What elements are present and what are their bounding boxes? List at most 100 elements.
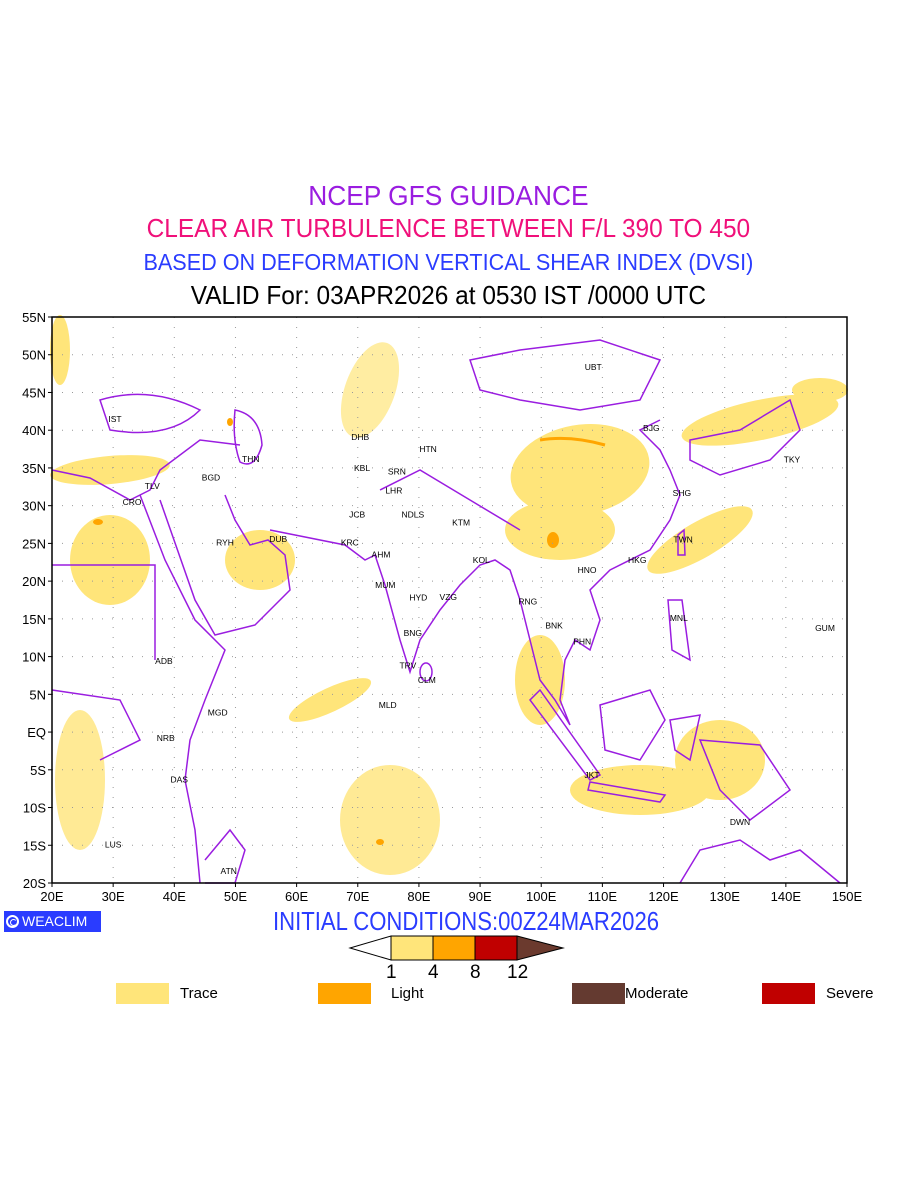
city-label-ndls: NDLS (401, 510, 424, 520)
legend-swatch-trace (116, 983, 169, 1004)
legend-label-severe: Severe (826, 985, 874, 1002)
lat-tick-label: 15S (23, 838, 46, 853)
city-label-dub: DUB (269, 534, 287, 544)
city-label-nrb: NRB (157, 733, 175, 743)
colorbar-bin-1-4 (390, 935, 434, 961)
legend-label-moderate: Moderate (625, 985, 689, 1002)
lon-tick-label: 90E (469, 889, 492, 904)
city-label-gum: GUM (815, 623, 835, 633)
city-label-kbl: KBL (354, 463, 370, 473)
colorbar-below-min (348, 935, 392, 961)
lat-tick-label: 5N (29, 687, 46, 702)
city-label-bjg: BJG (643, 423, 660, 433)
city-label-clm: CLM (418, 675, 436, 685)
light-turbulence-areas (93, 418, 606, 845)
city-label-hno: HNO (578, 565, 597, 575)
legend-label-trace: Trace (180, 985, 218, 1002)
city-label-dwn: DWN (730, 817, 750, 827)
lon-tick-label: 60E (285, 889, 308, 904)
lon-tick-label: 120E (648, 889, 679, 904)
legend-swatch-severe (762, 983, 815, 1004)
city-label-kol: KOL (473, 555, 490, 565)
city-labels: UBT BJG TKY SHG TWN HKG HNO RNG BNK PHN MNL GUM IST T… (105, 362, 835, 876)
legend-label-light: Light (391, 985, 424, 1002)
lon-tick-label: 150E (832, 889, 863, 904)
city-label-shg: SHG (673, 488, 691, 498)
lon-tick-label: 110E (588, 889, 618, 904)
city-label-mgd: MGD (208, 707, 228, 717)
lat-tick-label: 10N (22, 650, 46, 665)
city-label-das: DAS (170, 775, 188, 785)
colorbar-bin-8-12 (474, 935, 518, 961)
lat-tick-label: 10S (23, 801, 46, 816)
lon-tick-label: 130E (710, 889, 741, 904)
city-label-phn: PHN (573, 637, 591, 647)
city-label-lhr: LHR (385, 486, 402, 496)
city-label-dhb: DHB (351, 432, 369, 442)
lon-tick-label: 40E (163, 889, 186, 904)
brand-label: WEACLIM (22, 913, 88, 929)
city-label-atn: ATN (221, 866, 237, 876)
city-label-ist: IST (108, 414, 121, 424)
city-label-twn: TWN (673, 535, 692, 545)
city-label-jcb: JCB (349, 510, 365, 520)
colorbar-label: 1 (386, 962, 397, 983)
city-label-hkg: HKG (628, 555, 646, 565)
city-label-lus: LUS (105, 840, 122, 850)
axis-ticks: 20E 30E 40E 50E 60E 70E 80E 90E 100E 110E 120E 130E… (22, 310, 862, 904)
lon-tick-label: 140E (771, 889, 802, 904)
city-label-tky: TKY (784, 455, 801, 465)
lon-tick-label: 30E (102, 889, 125, 904)
colorbar-label: 4 (428, 962, 439, 983)
lat-tick-label: 25N (22, 536, 46, 551)
lon-tick-label: 100E (526, 889, 557, 904)
city-label-bgd: BGD (202, 473, 220, 483)
lat-tick-label: 55N (22, 310, 46, 325)
city-label-bng: BNG (404, 628, 422, 638)
lat-tick-label: 50N (22, 348, 46, 363)
lat-tick-label: 20N (22, 574, 46, 589)
city-label-ktm: KTM (452, 517, 470, 527)
city-label-ubt: UBT (585, 362, 602, 372)
lon-tick-label: 80E (407, 889, 430, 904)
city-label-rng: RNG (518, 597, 537, 607)
city-label-trv: TRV (399, 661, 416, 671)
city-label-ryh: RYH (216, 538, 234, 548)
coastlines (51, 339, 841, 884)
city-label-ahm: AHM (372, 550, 391, 560)
city-label-cro: CRO (123, 497, 142, 507)
city-label-htn: HTN (419, 444, 436, 454)
lat-tick-label: 20S (23, 876, 46, 891)
colorbar-bin-4-8 (432, 935, 476, 961)
title-product: CLEAR AIR TURBULENCE BETWEEN F/L 390 TO … (146, 213, 751, 243)
lon-tick-label: 20E (40, 889, 63, 904)
weaclim-logo: WEACLIM (4, 911, 101, 932)
lat-tick-label: 40N (22, 423, 46, 438)
lat-tick-label: 30N (22, 499, 46, 514)
city-label-srn: SRN (388, 467, 406, 477)
initial-conditions: INITIAL CONDITIONS:00Z24MAR2026 (273, 906, 660, 936)
lat-tick-label: EQ (27, 725, 46, 740)
lat-tick-label: 5S (30, 763, 46, 778)
colorbar-label: 12 (507, 962, 529, 983)
legend-swatch-moderate (572, 983, 625, 1004)
city-label-bnk: BNK (545, 621, 563, 631)
title-method: BASED ON DEFORMATION VERTICAL SHEAR INDE… (143, 249, 754, 275)
lat-tick-label: 35N (22, 461, 46, 476)
city-label-tlv: TLV (145, 481, 160, 491)
lat-tick-label: 15N (22, 612, 46, 627)
city-label-mld: MLD (379, 700, 397, 710)
lat-tick-label: 45N (22, 385, 46, 400)
city-label-adb: ADB (155, 656, 173, 666)
title-valid-time: VALID For: 03APR2026 at 0530 IST /0000 U… (190, 280, 707, 310)
colorbar-above-max (516, 935, 565, 961)
title-agency: NCEP GFS GUIDANCE (308, 180, 589, 211)
map-frame (51, 316, 848, 884)
city-label-krc: KRC (341, 538, 359, 548)
colorbar-label: 8 (470, 962, 481, 983)
city-label-vzg: VZG (440, 592, 457, 602)
lon-tick-label: 50E (224, 889, 247, 904)
city-label-thn: THN (242, 454, 259, 464)
city-label-hyd: HYD (409, 593, 427, 603)
city-label-jkt: JKT (584, 770, 599, 780)
